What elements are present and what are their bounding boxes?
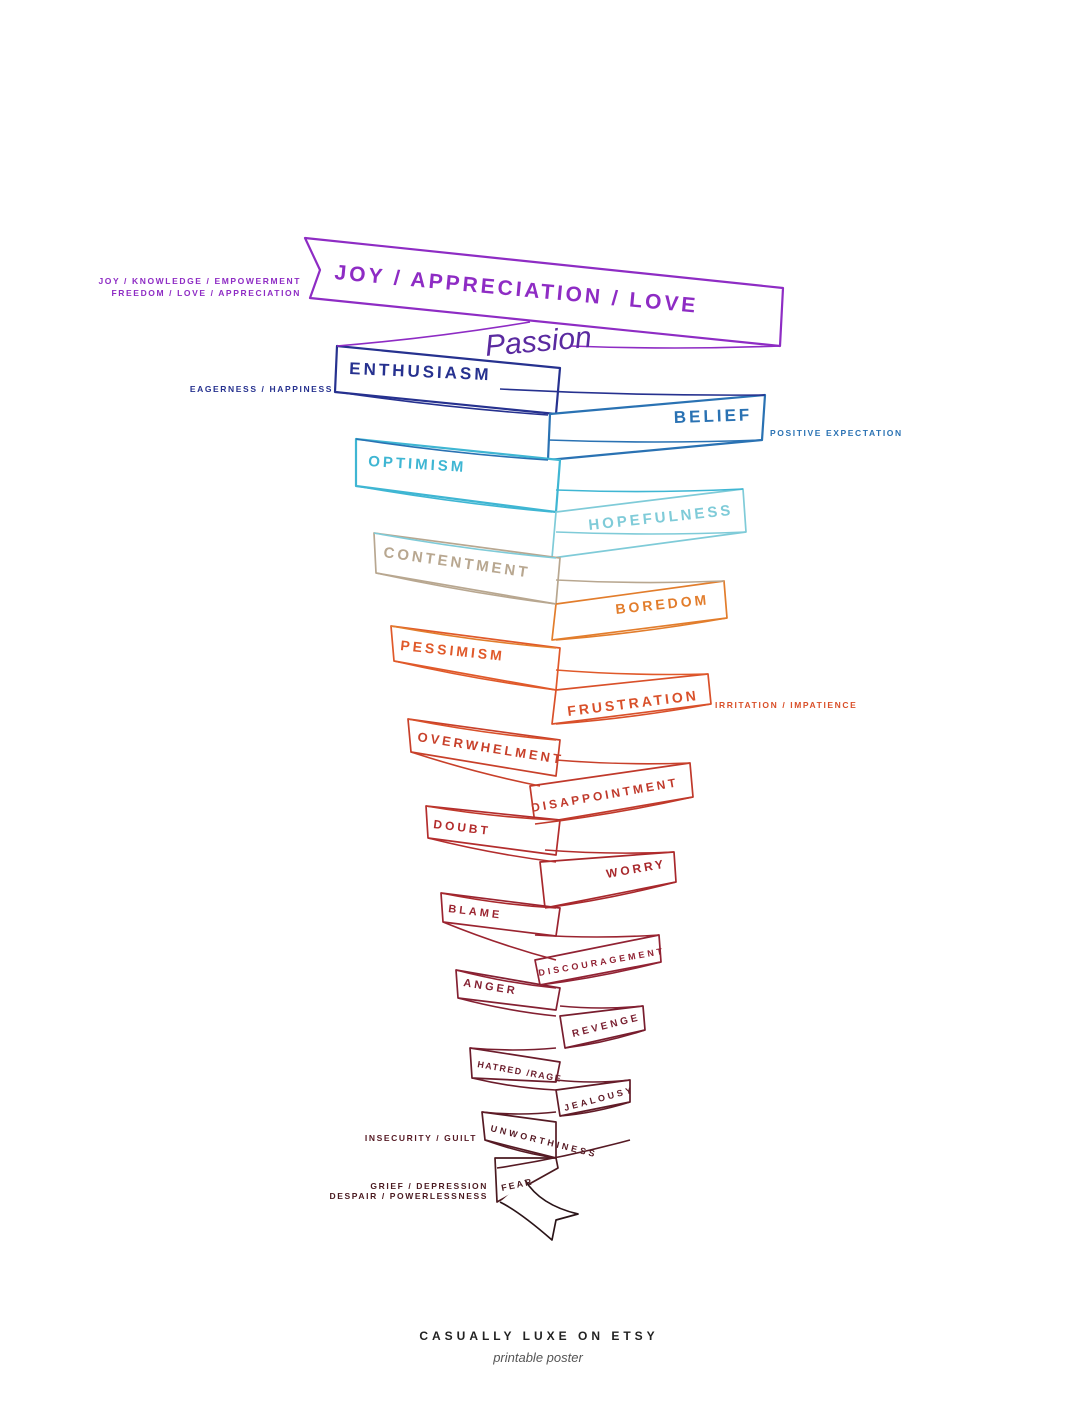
- ribbon-twist-17: [555, 703, 712, 725]
- ribbon-twist-15: [555, 669, 709, 676]
- ribbon-twist-31: [559, 1005, 644, 1009]
- note-belief: POSITIVE EXPECTATION: [770, 428, 903, 438]
- ribbon-twist-4: [355, 438, 549, 461]
- ribbon-band-0: [303, 236, 785, 348]
- note-fear-line1: GRIEF / DEPRESSION: [370, 1181, 488, 1191]
- ribbon-band-9: [407, 718, 561, 777]
- side-notes: JOY / KNOWLEDGE / EMPOWERMENT FREEDOM / …: [98, 276, 903, 1201]
- ribbon-twist-23: [544, 849, 675, 854]
- ribbon-twist-30: [457, 997, 557, 1017]
- level-label-doubt: DOUBT: [433, 817, 492, 838]
- ribbon-band-20: [494, 1157, 559, 1203]
- note-joy-line2: FREEDOM / LOVE / APPRECIATION: [112, 288, 302, 298]
- ribbon-band-15: [455, 969, 561, 1011]
- ribbon-twist-34: [471, 1077, 557, 1091]
- ribbon-twist-2: [499, 388, 766, 396]
- ribbon-twist-25: [544, 881, 677, 909]
- ribbon-twist-29: [539, 961, 662, 986]
- ribbon-twist-38: [484, 1139, 557, 1159]
- ribbon-twist-26: [442, 921, 557, 961]
- level-label-belief: BELIEF: [673, 405, 752, 427]
- ribbon-twist-24: [440, 892, 557, 909]
- ribbon-twist-8: [373, 532, 557, 559]
- ribbon-twist-13: [555, 617, 728, 641]
- ribbon-twist-7: [555, 488, 744, 493]
- footer-tagline: printable poster: [492, 1350, 583, 1365]
- note-frustration: IRRITATION / IMPATIENCE: [715, 700, 857, 710]
- ribbon-tail: [499, 1179, 579, 1241]
- ribbon-twist-11: [555, 579, 725, 584]
- note-joy-line1: JOY / KNOWLEDGE / EMPOWERMENT: [98, 276, 301, 286]
- footer-brand: CASUALLY LUXE ON ETSY: [419, 1329, 658, 1343]
- ribbon-diagram: [303, 236, 785, 1241]
- ribbon-twist-6: [355, 485, 553, 513]
- ribbon-twist-19: [555, 759, 691, 765]
- ribbon-twist-35: [555, 1079, 631, 1083]
- level-label-optimism: OPTIMISM: [368, 453, 467, 476]
- ribbon-twist-37: [559, 1101, 631, 1117]
- ribbon-twist-3: [336, 391, 549, 416]
- ribbon-twist-20: [425, 805, 557, 821]
- ribbon-twist-16: [407, 718, 557, 741]
- ribbon-twist-28: [455, 969, 557, 989]
- ribbon-twist-14: [393, 660, 557, 691]
- ribbon-twist-39: [496, 1139, 631, 1169]
- note-enthusiasm: EAGERNESS / HAPPINESS: [190, 384, 333, 394]
- ribbon-twist-18: [410, 751, 541, 787]
- ribbon-twist-32: [469, 1047, 557, 1051]
- ribbon-twist-10: [375, 572, 557, 605]
- ribbon-twist-22: [427, 837, 557, 863]
- ribbon-twist-21: [534, 796, 694, 825]
- ribbon-twist-27: [534, 934, 660, 938]
- ribbon-twist-12: [390, 625, 557, 649]
- note-unworthiness: INSECURITY / GUILT: [365, 1133, 477, 1143]
- ribbon-twist-5: [547, 439, 763, 443]
- ribbon-twist-0: [336, 321, 531, 347]
- ribbon-band-17: [469, 1047, 561, 1083]
- note-fear-line2: DESPAIR / POWERLESSNESS: [330, 1191, 489, 1201]
- ribbon-band-2: [546, 393, 767, 462]
- ribbon-twist-36: [481, 1111, 557, 1115]
- ribbon-twist-9: [555, 531, 747, 535]
- ribbon-twist-1: [569, 345, 781, 349]
- ribbon-twist-33: [564, 1029, 646, 1049]
